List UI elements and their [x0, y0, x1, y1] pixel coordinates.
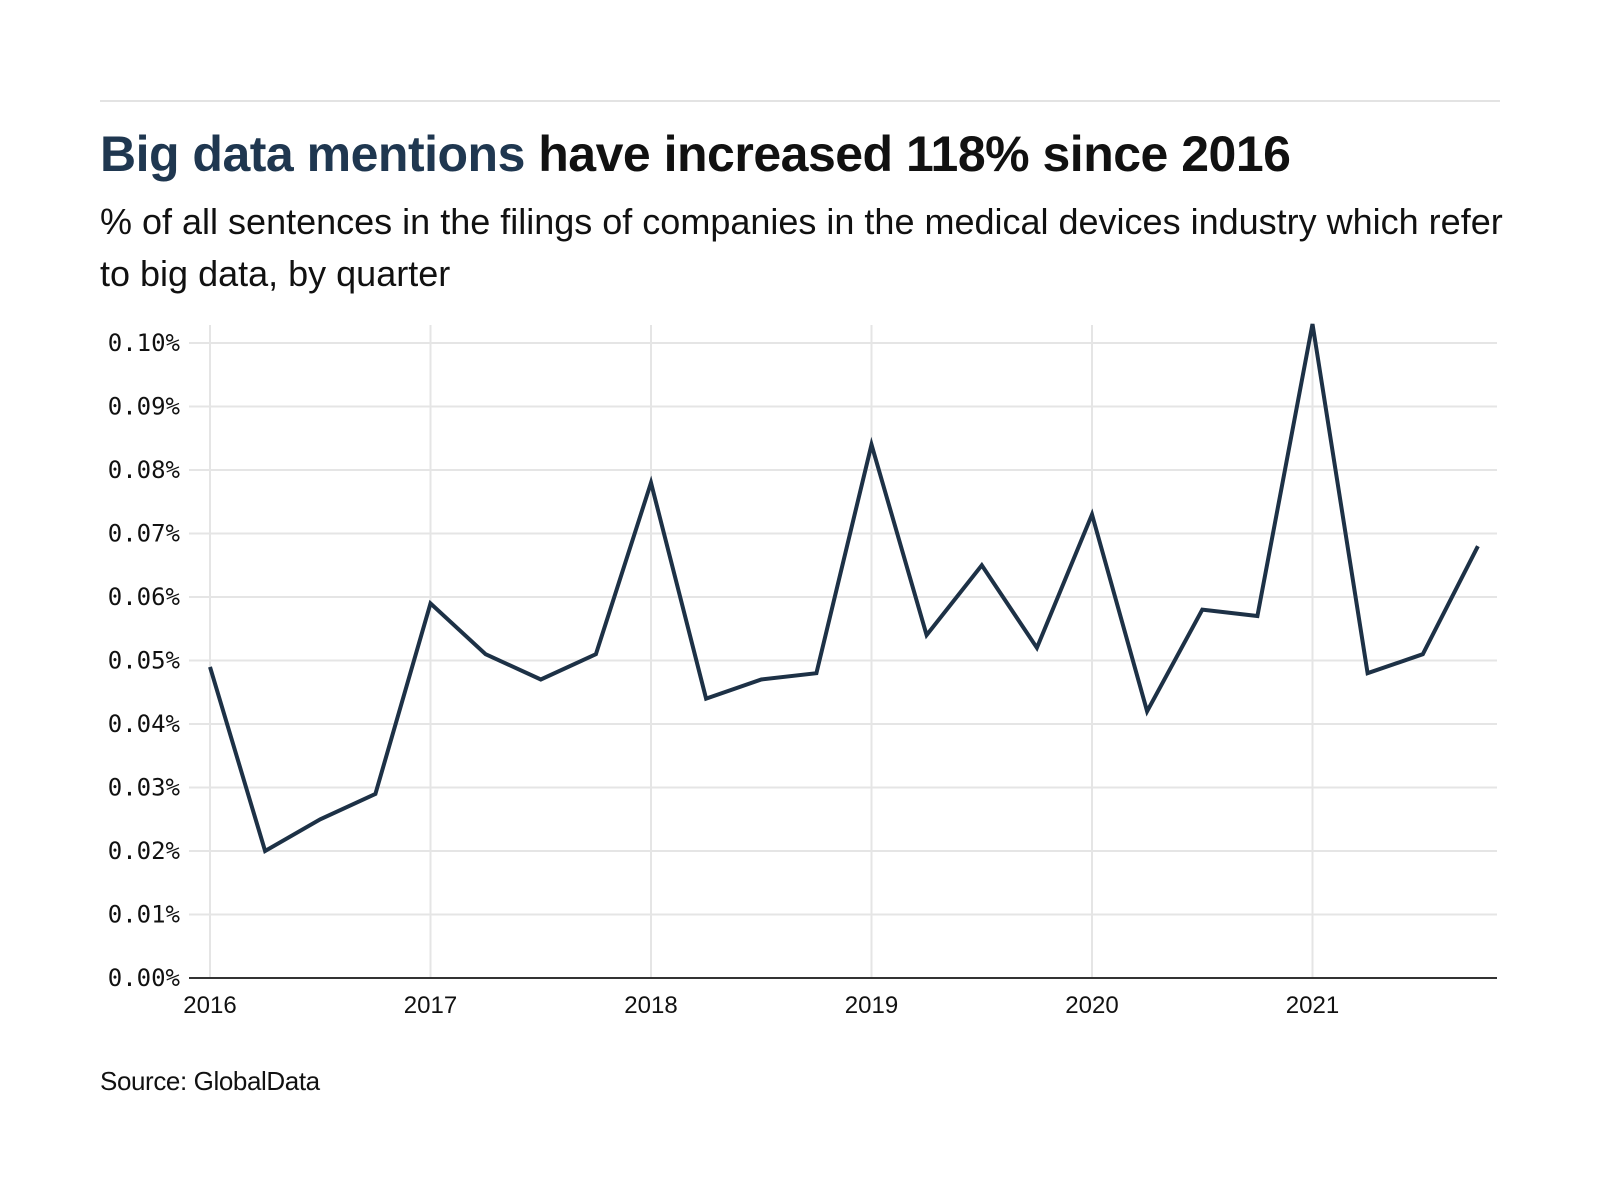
chart-subtitle: % of all sentences in the filings of com… — [100, 201, 1503, 294]
data-point — [539, 678, 543, 682]
data-point — [1255, 614, 1259, 618]
series-line — [208, 323, 1480, 854]
y-tick-label: 0.06% — [108, 583, 181, 611]
data-point — [318, 817, 322, 821]
data-point — [484, 652, 488, 656]
data-point — [594, 652, 598, 656]
data-point — [373, 792, 377, 796]
chart-title-rest: have increased 118% since 2016 — [524, 126, 1291, 182]
y-axis-tick-labels: 0.00% 0.01% 0.02% 0.03% 0.04% 0.05% 0.06% 0.07%… — [108, 329, 181, 992]
y-tick-label: 0.09% — [108, 393, 181, 421]
data-point — [1145, 709, 1149, 713]
x-tick-label: 2018 — [624, 992, 677, 1019]
data-point — [980, 563, 984, 567]
data-point — [649, 481, 653, 485]
x-tick-label: 2016 — [183, 992, 236, 1019]
y-tick-label: 0.07% — [108, 520, 181, 548]
data-point — [1421, 652, 1425, 656]
x-axis-tick-labels: 2016 2017 2018 2019 2020 2021 — [183, 992, 1339, 1019]
data-point — [1200, 608, 1204, 612]
y-tick-label: 0.02% — [108, 837, 181, 865]
data-point — [814, 671, 818, 675]
y-tick-label: 0.04% — [108, 710, 181, 738]
y-tick-label: 0.00% — [108, 964, 181, 992]
data-point — [263, 849, 267, 853]
y-tick-label: 0.08% — [108, 456, 181, 484]
chart-title-highlight: Big data mentions — [100, 126, 525, 182]
header-divider — [100, 100, 1500, 102]
data-point — [870, 443, 874, 447]
data-point — [208, 665, 212, 669]
chart-title: Big data mentions have increased 118% si… — [100, 124, 1291, 184]
data-point — [704, 697, 708, 701]
y-gridlines — [189, 342, 1497, 916]
x-tick-label: 2017 — [404, 992, 457, 1019]
x-tick-label: 2021 — [1286, 992, 1339, 1019]
data-point — [759, 678, 763, 682]
data-point — [1311, 322, 1315, 326]
y-tick-label: 0.05% — [108, 647, 181, 675]
data-point — [925, 633, 929, 637]
source-note: Source: GlobalData — [100, 1066, 320, 1096]
data-point — [1476, 544, 1480, 548]
y-tick-label: 0.03% — [108, 774, 181, 802]
data-point — [1090, 512, 1094, 516]
x-gridlines — [209, 325, 1314, 978]
data-point — [1035, 646, 1039, 650]
x-tick-label: 2019 — [845, 992, 898, 1019]
data-point — [1366, 671, 1370, 675]
series-group — [208, 322, 1480, 854]
data-point — [429, 601, 433, 605]
y-tick-label: 0.01% — [108, 901, 181, 929]
x-tick-label: 2020 — [1065, 992, 1118, 1019]
y-tick-label: 0.10% — [108, 329, 181, 357]
